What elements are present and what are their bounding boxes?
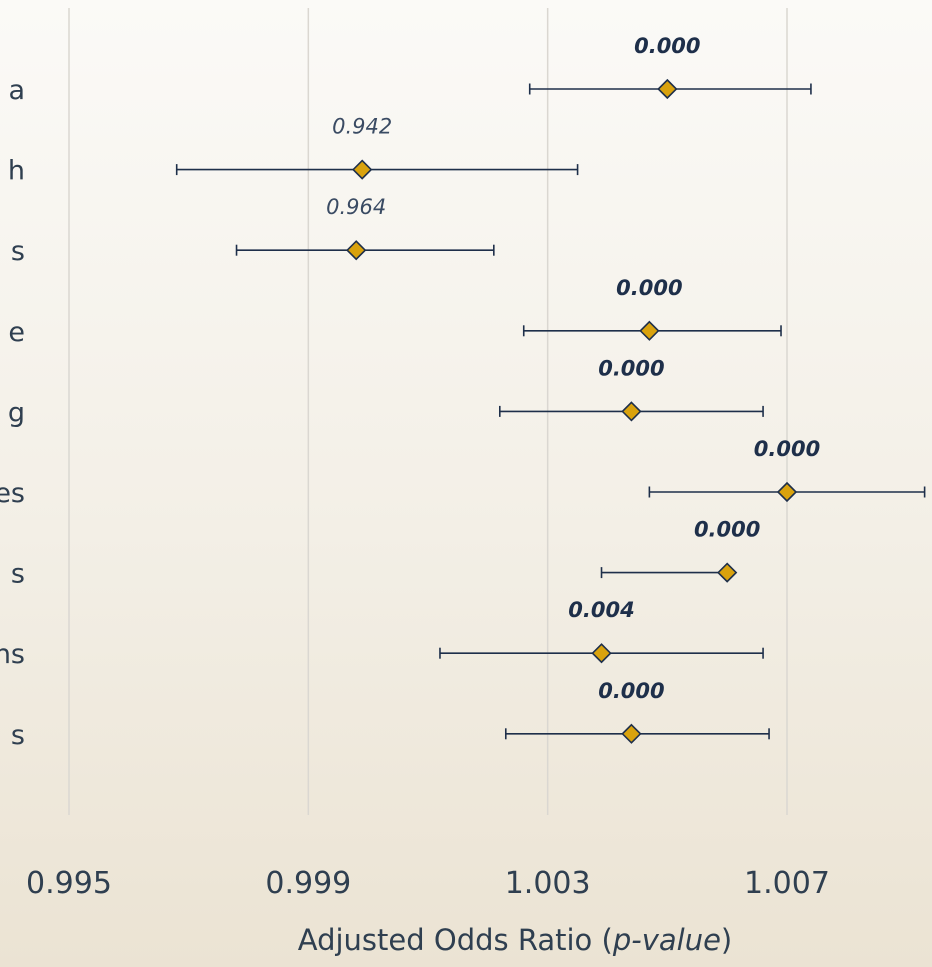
category-label: g <box>8 397 25 428</box>
forest-row: s 0.964 <box>11 195 495 267</box>
forest-row: e 0.000 <box>8 276 782 348</box>
x-tick-label: 1.003 <box>505 866 591 901</box>
estimate-marker <box>346 240 367 261</box>
p-value-label: 0.000 <box>694 518 760 542</box>
p-value-label: 0.000 <box>754 437 820 461</box>
category-label: s <box>11 720 25 751</box>
plot-rows: a 0.000 h 0.942 s 0.964 e 0.000 g 0.000 es 0.000 s 0.… <box>0 34 926 751</box>
category-label: s <box>11 559 25 590</box>
x-axis-ticks: 0.995 0.999 1.003 1.007 <box>26 866 830 901</box>
x-tick-label: 0.999 <box>265 866 351 901</box>
x-axis-title-prefix: Adjusted Odds Ratio ( <box>298 923 613 957</box>
p-value-label: 0.000 <box>598 679 664 703</box>
estimate-marker <box>591 643 612 664</box>
forest-row: s 0.000 <box>11 518 760 590</box>
category-label: e <box>8 317 25 348</box>
category-label: h <box>8 156 25 187</box>
category-label: a <box>8 75 25 106</box>
p-value-label: 0.000 <box>616 276 682 300</box>
forest-row: h 0.942 <box>8 115 579 187</box>
x-tick-label: 1.007 <box>744 866 830 901</box>
p-value-label: 0.964 <box>326 195 386 219</box>
forest-row: ns 0.004 <box>0 598 764 670</box>
p-value-label: 0.000 <box>598 356 664 380</box>
forest-row: s 0.000 <box>11 679 770 751</box>
forest-row: es 0.000 <box>0 437 926 509</box>
estimate-marker <box>657 78 678 100</box>
estimate-marker <box>639 320 660 341</box>
p-value-label: 0.004 <box>568 598 634 622</box>
estimate-marker <box>352 159 373 180</box>
x-axis-title-suffix: ) <box>721 923 732 957</box>
estimate-marker <box>776 481 798 503</box>
estimate-marker <box>621 401 642 422</box>
category-label: s <box>11 236 25 267</box>
category-label: ns <box>0 639 25 670</box>
x-axis-title: Adjusted Odds Ratio (p-value) <box>298 923 733 957</box>
forest-row: g 0.000 <box>8 356 764 428</box>
category-label: es <box>0 478 25 509</box>
estimate-marker <box>717 562 738 583</box>
x-tick-label: 0.995 <box>26 866 112 901</box>
p-value-label: 0.000 <box>634 34 700 58</box>
estimate-marker <box>621 723 642 744</box>
p-value-label: 0.942 <box>332 115 392 139</box>
x-axis-title-italic: p-value <box>612 923 721 957</box>
forest-row: a 0.000 <box>8 34 812 106</box>
